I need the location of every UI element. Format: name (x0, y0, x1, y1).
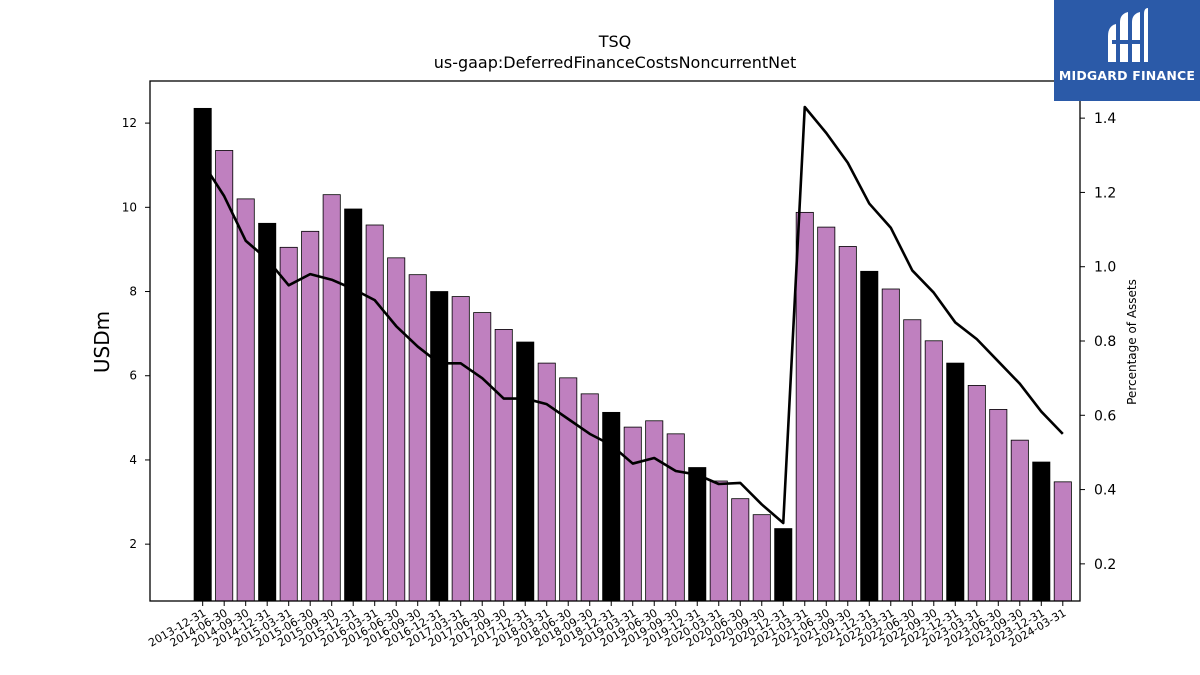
bar (795, 211, 814, 602)
bar (881, 288, 900, 602)
line-layer (201, 105, 1064, 525)
logo-text: MIDGARD FINANCE (1058, 68, 1196, 83)
bar (838, 246, 857, 602)
bar (430, 291, 449, 602)
y-tick-label: 6 (129, 369, 137, 383)
bar (494, 329, 513, 602)
y-axis-label: USDm (90, 311, 114, 373)
bar (688, 467, 707, 602)
bar (473, 312, 492, 602)
y2-tick-label: 0.6 (1094, 408, 1116, 424)
y-tick-label: 2 (129, 537, 137, 551)
bar (451, 296, 470, 602)
bar (215, 150, 234, 602)
bar (860, 270, 879, 602)
bar (924, 340, 943, 602)
bar (817, 226, 836, 602)
y2-tick-label: 1.0 (1094, 260, 1116, 276)
chart-title: TSQ (598, 32, 632, 51)
bar (967, 385, 986, 602)
bar (365, 224, 384, 602)
y2-tick-label: 0.4 (1094, 483, 1116, 499)
bar (1032, 461, 1051, 602)
y-tick-label: 4 (129, 453, 137, 467)
bar (301, 230, 320, 602)
y2-axis-label: Percentage of Assets (1125, 279, 1139, 405)
bar (559, 377, 578, 602)
bar (279, 246, 298, 602)
y-tick-label: 12 (122, 116, 137, 130)
bar (623, 426, 642, 602)
bar (666, 433, 685, 602)
y-tick-label: 8 (129, 285, 137, 299)
y2-tick-label: 1.2 (1094, 185, 1116, 201)
bar (774, 528, 793, 602)
percentage-line (201, 105, 1064, 525)
y2-tick-label: 0.8 (1094, 334, 1116, 350)
midgard-m-logo-icon (1108, 8, 1148, 62)
bar (516, 341, 535, 602)
bar (408, 274, 427, 602)
bar (387, 257, 406, 602)
y2-tick-label: 0.2 (1094, 557, 1116, 573)
bar (752, 514, 771, 602)
axes-layer: 246810120.20.40.60.81.01.21.42013-12-312… (122, 80, 1116, 650)
bar (903, 319, 922, 602)
bar (989, 409, 1008, 602)
bar (709, 480, 728, 602)
brand-logo: MIDGARD FINANCE (1054, 0, 1200, 101)
bar (537, 362, 556, 602)
bar (322, 194, 341, 602)
bar (1053, 481, 1072, 602)
bar (580, 393, 599, 602)
bar (731, 498, 750, 602)
bar (344, 208, 363, 602)
bar (236, 198, 255, 602)
bar (645, 420, 664, 602)
bar (946, 362, 965, 602)
chart-subtitle: us-gaap:DeferredFinanceCostsNoncurrentNe… (433, 53, 797, 72)
y-tick-label: 10 (122, 200, 137, 214)
bar (1010, 439, 1029, 602)
bar (193, 107, 212, 602)
bar (258, 222, 277, 602)
y2-tick-label: 1.4 (1094, 111, 1116, 127)
bars-layer (193, 107, 1072, 602)
